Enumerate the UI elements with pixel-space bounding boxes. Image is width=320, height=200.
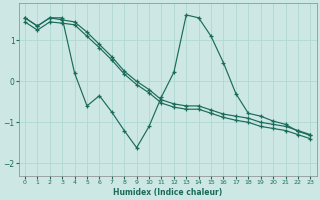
X-axis label: Humidex (Indice chaleur): Humidex (Indice chaleur)	[113, 188, 222, 197]
